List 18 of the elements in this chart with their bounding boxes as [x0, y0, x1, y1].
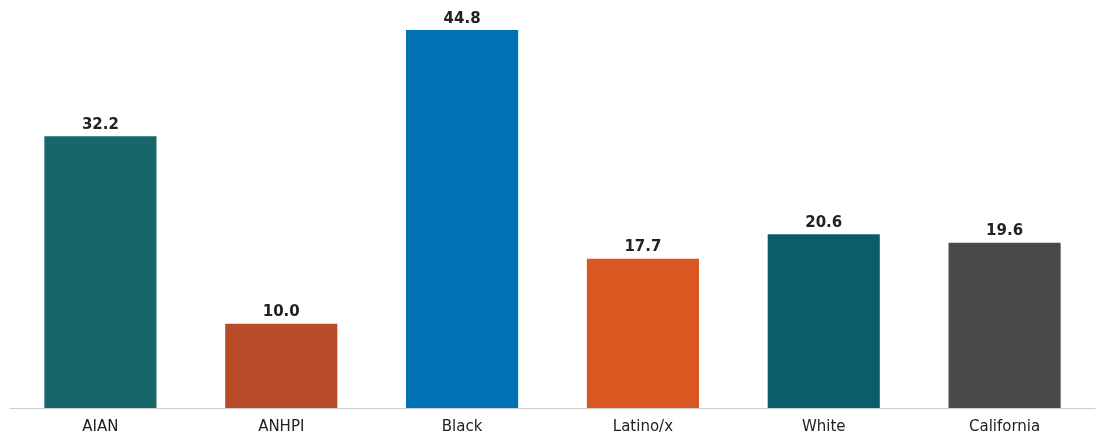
bar: [948, 242, 1061, 408]
data-label: 17.7: [624, 237, 662, 256]
bar: [586, 258, 699, 408]
x-tick-label: Black: [441, 416, 483, 435]
x-tick-label: California: [968, 416, 1041, 435]
bar: [406, 30, 519, 408]
x-tick-label: AIAN: [82, 416, 119, 435]
x-tick-label: White: [801, 416, 846, 435]
data-label: 10.0: [262, 302, 300, 321]
bar: [44, 136, 157, 408]
data-label: 20.6: [805, 212, 843, 231]
x-tick-label: Latino/x: [612, 416, 674, 435]
data-label: 19.6: [986, 221, 1024, 240]
data-label: 44.8: [443, 8, 481, 27]
data-label: 32.2: [81, 114, 119, 133]
bar: [767, 234, 880, 408]
x-tick-label: ANHPI: [258, 416, 305, 435]
bar: [225, 323, 338, 408]
